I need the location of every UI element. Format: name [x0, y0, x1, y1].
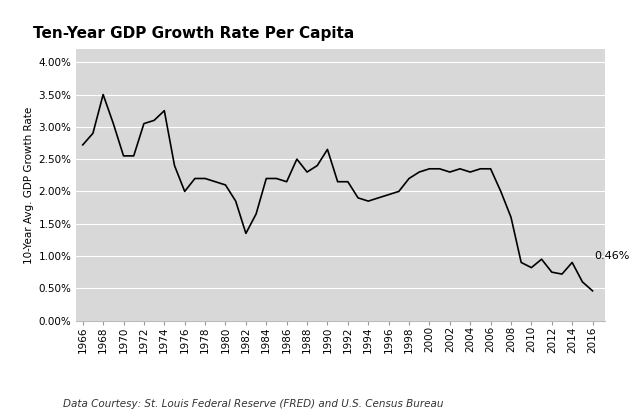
- Text: Data Courtesy: St. Louis Federal Reserve (FRED) and U.S. Census Bureau: Data Courtesy: St. Louis Federal Reserve…: [63, 399, 444, 409]
- Y-axis label: 10-Year Avg. GDP Growth Rate: 10-Year Avg. GDP Growth Rate: [25, 106, 34, 263]
- Text: 0.46%: 0.46%: [595, 251, 630, 261]
- Text: Ten-Year GDP Growth Rate Per Capita: Ten-Year GDP Growth Rate Per Capita: [33, 26, 355, 41]
